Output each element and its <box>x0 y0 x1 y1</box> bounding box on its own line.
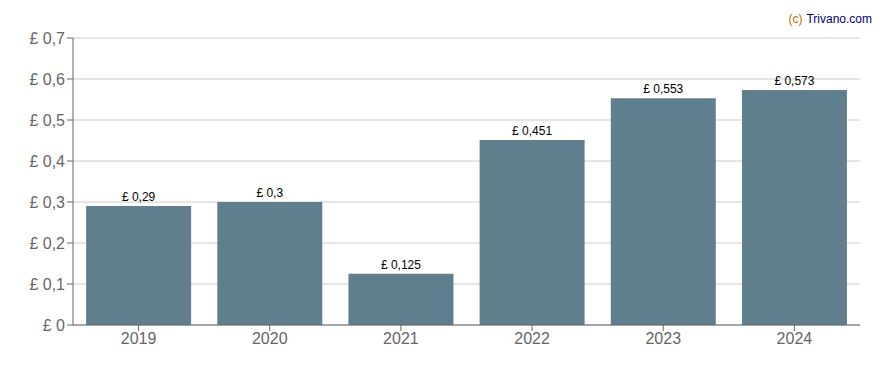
svg-text:£ 0,125: £ 0,125 <box>381 258 421 272</box>
svg-text:£ 0,3: £ 0,3 <box>256 186 283 200</box>
svg-text:£ 0,2: £ 0,2 <box>29 235 65 252</box>
html-text:(c) Trivano.com: (c) Trivano.com <box>788 12 872 26</box>
svg-text:2021: 2021 <box>383 330 419 347</box>
svg-text:2020: 2020 <box>252 330 288 347</box>
svg-text:£ 0,7: £ 0,7 <box>29 30 65 47</box>
svg-text:2024: 2024 <box>777 330 813 347</box>
svg-text:£ 0: £ 0 <box>43 317 65 334</box>
svg-text:£ 0,1: £ 0,1 <box>29 276 65 293</box>
svg-text:£ 0,6: £ 0,6 <box>29 71 65 88</box>
svg-text:£ 0,573: £ 0,573 <box>774 74 814 88</box>
svg-text:£ 0,553: £ 0,553 <box>643 82 683 96</box>
svg-text:£ 0,451: £ 0,451 <box>512 124 552 138</box>
svg-text:2022: 2022 <box>514 330 550 347</box>
svg-text:£ 0,3: £ 0,3 <box>29 194 65 211</box>
svg-text:£ 0,4: £ 0,4 <box>29 153 65 170</box>
svg-text:2023: 2023 <box>645 330 681 347</box>
svg-text:2019: 2019 <box>121 330 157 347</box>
svg-text:£ 0,5: £ 0,5 <box>29 112 65 129</box>
svg-text:£ 0,29: £ 0,29 <box>122 190 156 204</box>
